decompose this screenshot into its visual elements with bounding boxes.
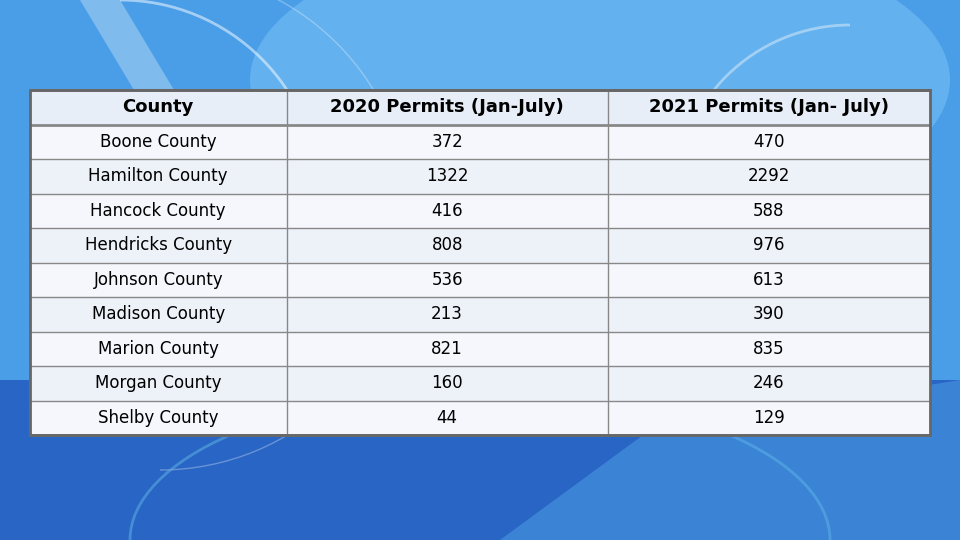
Bar — [30, 90, 930, 435]
Text: Boone County: Boone County — [100, 133, 217, 151]
Text: 390: 390 — [753, 305, 784, 323]
Text: 129: 129 — [753, 409, 784, 427]
Text: 976: 976 — [754, 237, 784, 254]
Text: Hamilton County: Hamilton County — [88, 167, 228, 185]
Text: 372: 372 — [431, 133, 463, 151]
Text: Madison County: Madison County — [91, 305, 225, 323]
Text: 588: 588 — [754, 202, 784, 220]
Bar — [30, 262, 930, 297]
Text: 246: 246 — [753, 374, 784, 392]
Bar — [30, 228, 930, 262]
Bar — [30, 125, 930, 159]
Text: Marion County: Marion County — [98, 340, 219, 357]
Bar — [30, 90, 930, 435]
Text: 2021 Permits (Jan- July): 2021 Permits (Jan- July) — [649, 98, 889, 116]
Bar — [30, 366, 930, 401]
Text: 821: 821 — [431, 340, 463, 357]
Bar — [30, 90, 930, 125]
Text: 213: 213 — [431, 305, 463, 323]
Text: 835: 835 — [753, 340, 784, 357]
Text: 416: 416 — [431, 202, 463, 220]
Bar — [30, 193, 930, 228]
Text: 808: 808 — [431, 237, 463, 254]
Text: 2292: 2292 — [748, 167, 790, 185]
Text: Shelby County: Shelby County — [98, 409, 219, 427]
Bar — [30, 159, 930, 193]
Polygon shape — [80, 0, 240, 200]
Bar — [0, 380, 960, 540]
Polygon shape — [500, 380, 960, 540]
Bar — [30, 297, 930, 332]
Ellipse shape — [250, 0, 950, 230]
Bar — [30, 401, 930, 435]
Text: 2020 Permits (Jan-July): 2020 Permits (Jan-July) — [330, 98, 564, 116]
Text: Hancock County: Hancock County — [90, 202, 226, 220]
Text: Hendricks County: Hendricks County — [84, 237, 231, 254]
Text: 1322: 1322 — [426, 167, 468, 185]
Text: 536: 536 — [431, 271, 463, 289]
Bar — [30, 332, 930, 366]
Text: 44: 44 — [437, 409, 458, 427]
Text: 470: 470 — [754, 133, 784, 151]
Text: Morgan County: Morgan County — [95, 374, 222, 392]
Text: 160: 160 — [431, 374, 463, 392]
Text: 613: 613 — [753, 271, 784, 289]
Text: Johnson County: Johnson County — [93, 271, 223, 289]
Text: County: County — [123, 98, 194, 116]
